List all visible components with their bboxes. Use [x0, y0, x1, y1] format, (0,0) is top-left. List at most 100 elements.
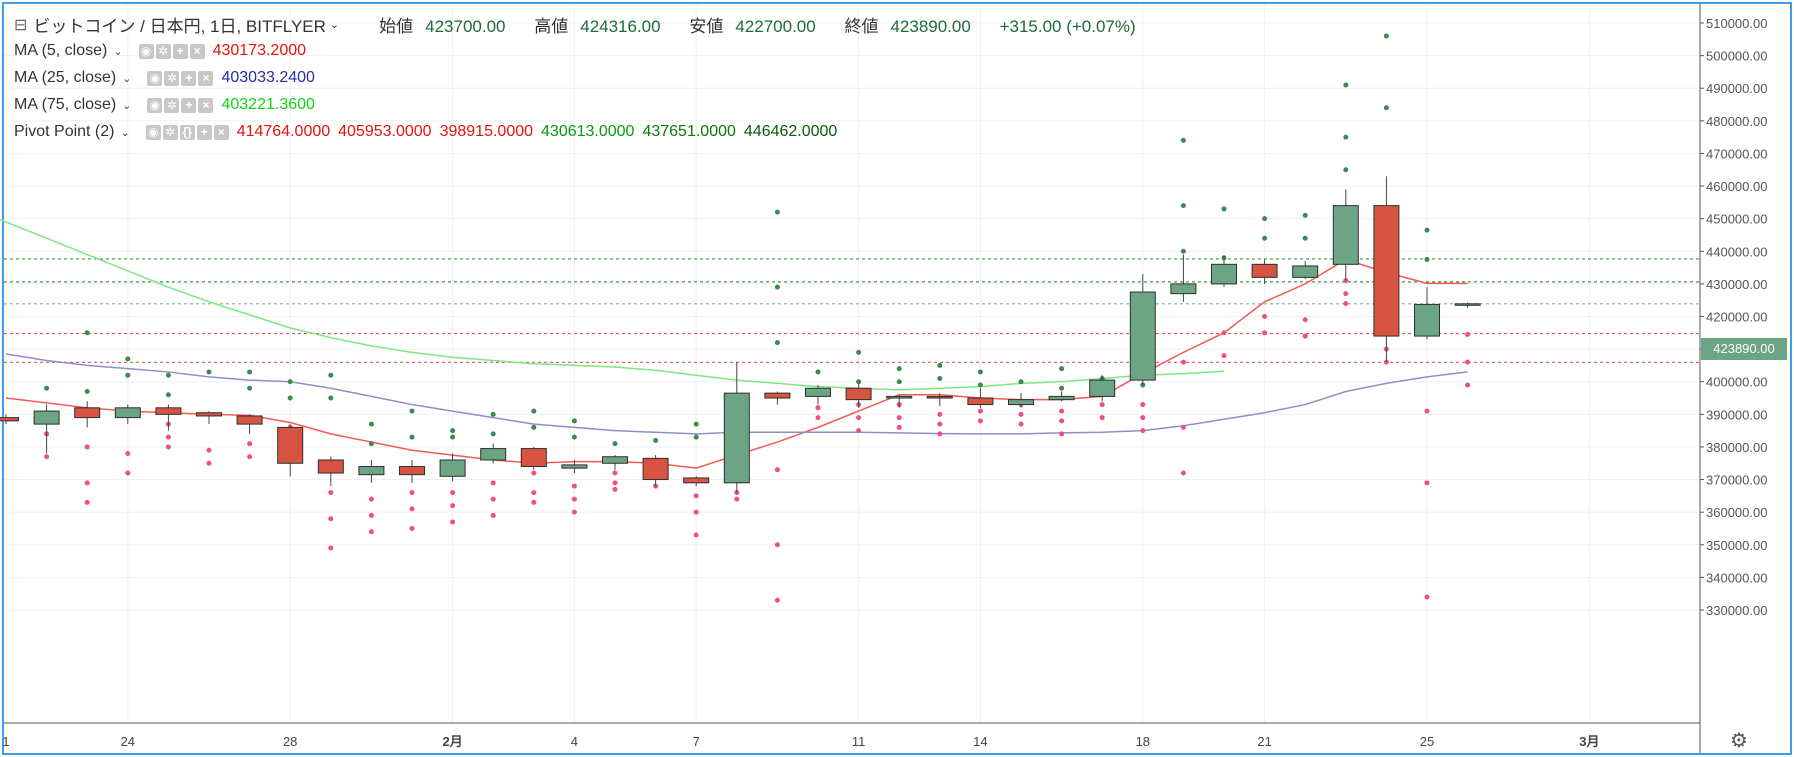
candle-up: [1211, 263, 1237, 285]
legend-name[interactable]: Pivot Point (2): [14, 123, 115, 140]
pivot-dot-green: [328, 395, 334, 401]
open-value: 423700.00: [425, 17, 506, 36]
pivot-dot-red: [84, 444, 90, 450]
pivot-dot-red: [1221, 353, 1227, 359]
legend-value: 403221.3600: [221, 96, 315, 113]
legend-value: 398915.0000: [439, 123, 534, 140]
gear-icon[interactable]: ✲: [155, 43, 171, 59]
price-tick-label: 490000.00: [1706, 81, 1767, 96]
legend-ma5[interactable]: MA (5, close) ⌄ ◉ ✲ + × 430173.2000: [14, 42, 314, 60]
candle-down: [967, 397, 994, 406]
pivot-dot-red: [206, 447, 212, 453]
pivot-dot-red: [490, 512, 496, 518]
time-tick-label: 21: [1257, 734, 1271, 749]
pivot-dot-green: [328, 372, 334, 378]
candle-up: [480, 448, 507, 461]
plus-icon[interactable]: +: [181, 97, 197, 113]
close-icon[interactable]: ×: [189, 43, 205, 59]
legend-value: 430173.2000: [212, 42, 307, 59]
change-value: +315.00 (+0.07%): [999, 17, 1136, 36]
chevron-down-icon[interactable]: ⌄: [120, 126, 130, 139]
pivot-dot-green: [571, 434, 577, 440]
candle-down: [926, 395, 953, 399]
pivot-dot-red: [450, 490, 456, 496]
pivot-dot-red: [612, 470, 618, 476]
plus-icon[interactable]: +: [181, 70, 197, 86]
pivot-dot-green: [125, 356, 131, 362]
pivot-dot-green: [1018, 379, 1024, 385]
pivot-dot-green: [937, 375, 943, 381]
pivot-dot-green: [287, 395, 293, 401]
close-icon[interactable]: ×: [198, 97, 214, 113]
pivot-dot-red: [1424, 408, 1430, 414]
pivot-dot-red: [571, 496, 577, 502]
plus-icon[interactable]: +: [196, 124, 212, 140]
legend-buttons: ◉ ✲{} + ×: [145, 124, 229, 140]
candle-down: [196, 412, 222, 417]
pivot-dot-red: [896, 415, 902, 421]
chevron-down-icon[interactable]: ⌄: [122, 99, 132, 112]
legend-pivot[interactable]: Pivot Point (2) ⌄ ◉ ✲{} + × 414764.0000 405…: [14, 123, 845, 141]
pivot-dot-red: [1140, 415, 1146, 421]
pivot-dot-green: [125, 372, 131, 378]
candle-down: [399, 466, 425, 476]
eye-icon[interactable]: ◉: [147, 70, 163, 86]
time-tick-label: 4: [571, 734, 578, 749]
pivot-dot-red: [612, 486, 618, 492]
legend-value: 405953.0000: [338, 123, 432, 140]
pivot-dot-green: [1180, 248, 1186, 254]
price-tick-label: 510000.00: [1706, 16, 1767, 31]
eye-icon[interactable]: ◉: [145, 124, 161, 140]
pivot-dot-green: [815, 369, 821, 375]
gear-icon[interactable]: ✲: [162, 124, 178, 140]
legend-name[interactable]: MA (75, close): [14, 96, 117, 113]
legend-value: 403033.2400: [221, 69, 315, 86]
candle-up: [1048, 395, 1075, 401]
candle-up: [1129, 291, 1156, 381]
gear-icon[interactable]: ✲: [164, 70, 180, 86]
plus-icon[interactable]: +: [172, 43, 188, 59]
pivot-dot-red: [774, 597, 780, 603]
legend-name[interactable]: MA (25, close): [14, 69, 117, 86]
legend-ma25[interactable]: MA (25, close) ⌄ ◉ ✲ + × 403033.2400: [14, 69, 323, 87]
chevron-down-icon[interactable]: ⌄: [122, 72, 132, 85]
eye-icon[interactable]: ◉: [138, 43, 154, 59]
candle-up: [1332, 205, 1359, 265]
collapse-icon[interactable]: ⊟: [14, 16, 28, 34]
price-tick-label: 350000.00: [1706, 538, 1767, 553]
chevron-down-icon[interactable]: ⌄: [113, 45, 123, 58]
candle-up: [1170, 283, 1197, 295]
gear-icon[interactable]: ⚙: [1730, 730, 1748, 752]
pivot-dot-green: [937, 362, 943, 368]
pivot-dot-green: [368, 421, 374, 427]
close-icon[interactable]: ×: [198, 70, 214, 86]
candle-up: [1454, 303, 1481, 306]
time-tick-label: 7: [693, 734, 700, 749]
pivot-dot-red: [531, 470, 537, 476]
high-label: 高値: [534, 17, 569, 36]
pivot-dot-red: [937, 421, 943, 427]
symbol-title[interactable]: ビットコイン / 日本円, 1日, BITFLYER: [33, 17, 326, 36]
pivot-dot-red: [409, 490, 415, 496]
chevron-down-icon[interactable]: ⌄: [329, 19, 340, 31]
pivot-dot-green: [409, 408, 415, 414]
close-icon[interactable]: ×: [213, 124, 229, 140]
candle-down: [0, 417, 19, 422]
pivot-dot-green: [84, 330, 90, 336]
pivot-dot-red: [1180, 424, 1186, 430]
candle-up: [1089, 379, 1116, 397]
pivot-dot-green: [1424, 227, 1430, 233]
gear-icon[interactable]: ✲: [164, 97, 180, 113]
braces-icon[interactable]: {}: [179, 124, 195, 140]
eye-icon[interactable]: ◉: [147, 97, 163, 113]
pivot-dot-green: [1383, 105, 1389, 111]
pivot-dot-red: [1262, 314, 1268, 319]
legend-name[interactable]: MA (5, close): [14, 42, 108, 59]
pivot-dot-green: [571, 418, 577, 424]
low-label: 安値: [689, 17, 724, 36]
pivot-dot-green: [1059, 385, 1065, 391]
candle-up: [439, 459, 466, 477]
legend-ma75[interactable]: MA (75, close) ⌄ ◉ ✲ + × 403221.3600: [14, 96, 323, 114]
pivot-dot-red: [450, 503, 456, 509]
